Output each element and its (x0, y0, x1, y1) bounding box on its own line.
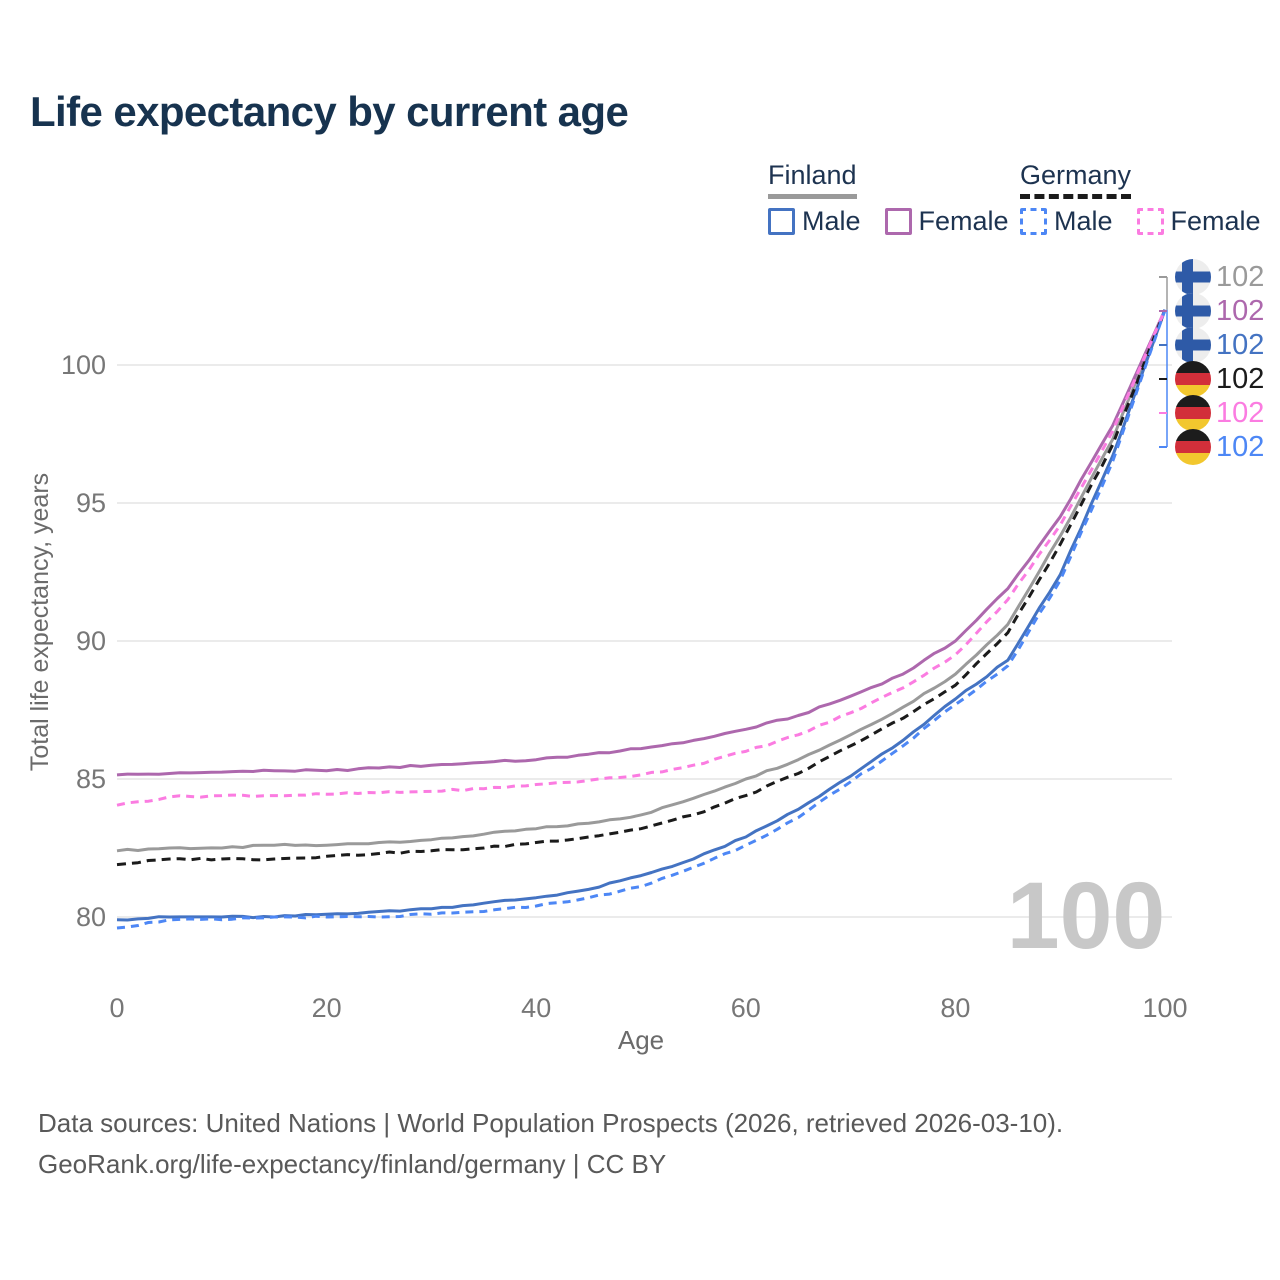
germany-female-swatch-icon (1136, 208, 1164, 235)
end-value-label: 102 (1216, 363, 1264, 395)
flag-band-black (1175, 361, 1211, 373)
germany-male-swatch-icon (1020, 208, 1047, 235)
finland-flag-cross (1175, 293, 1211, 329)
flag-band-black (1175, 429, 1211, 441)
end-label-germany-male: 102 (1175, 429, 1264, 465)
legend-label: Male (802, 206, 861, 236)
legend-item-germany-female[interactable]: Female (1136, 206, 1261, 237)
germany-flag-icon (1175, 429, 1211, 465)
series-line-germany-male[interactable] (116, 309, 1167, 930)
series-line-germany-all[interactable] (116, 309, 1167, 867)
series-line-germany-female[interactable] (116, 309, 1167, 807)
legend-label: Male (1054, 206, 1113, 236)
end-value-label: 102 (1216, 295, 1264, 327)
end-label-germany-female: 102 (1175, 395, 1264, 431)
y-tick-label: 100 (61, 350, 106, 380)
flag-cross-v (1182, 259, 1193, 295)
legend-group-finland: Finland Male Female (768, 160, 1009, 237)
end-label-germany-all: 102 (1175, 361, 1264, 397)
end-label-finland-male: 102 (1175, 327, 1264, 363)
finland-flag-cross (1175, 259, 1211, 295)
flag-band-black (1175, 395, 1211, 407)
finland-female-swatch-icon (884, 208, 912, 235)
flag-cross-v (1182, 327, 1193, 363)
y-tick-label: 95 (76, 488, 106, 518)
legend-title-germany[interactable]: Germany (1020, 160, 1132, 199)
flag-band-red (1175, 373, 1211, 385)
germany-flag-icon (1175, 395, 1211, 431)
x-axis-title: Age (618, 1025, 664, 1055)
end-value-label: 102 (1216, 329, 1264, 361)
x-tick-label: 20 (312, 993, 342, 1023)
y-tick-label: 85 (76, 764, 106, 794)
flag-band-gold (1175, 385, 1211, 397)
finland-male-swatch-icon (768, 208, 795, 235)
flag-band-gold (1175, 453, 1211, 465)
x-tick-label: 100 (1142, 993, 1187, 1023)
finland-flag-cross (1175, 327, 1211, 363)
series-line-finland-female[interactable] (116, 309, 1167, 777)
flag-cross-v (1182, 293, 1193, 329)
page-title: Life expectancy by current age (30, 88, 629, 135)
x-tick-label: 80 (940, 993, 970, 1023)
data-source-line: Data sources: United Nations | World Pop… (38, 1108, 1064, 1138)
legend-item-finland-male[interactable]: Male (768, 206, 861, 237)
source-url-line: GeoRank.org/life-expectancy/finland/germ… (38, 1149, 667, 1179)
x-tick-label: 60 (731, 993, 761, 1023)
end-value-label: 102 (1216, 397, 1264, 429)
watermark-age-value: 100 (1007, 863, 1166, 969)
series-line-finland-all[interactable] (116, 309, 1167, 853)
legend-title-finland[interactable]: Finland (768, 160, 857, 199)
legend-item-germany-male[interactable]: Male (1020, 206, 1113, 237)
y-axis-title: Total life expectancy, years (26, 473, 54, 771)
end-value-label: 102 (1216, 431, 1264, 463)
y-tick-label: 80 (76, 902, 106, 932)
source-attribution: Data sources: United Nations | World Pop… (38, 1103, 1063, 1185)
flag-band-gold (1175, 419, 1211, 431)
legend-group-germany: Germany Male Female (1020, 160, 1261, 237)
y-tick-label: 90 (76, 626, 106, 656)
flag-band-red (1175, 441, 1211, 453)
legend-label: Female (918, 206, 1009, 236)
end-value-label: 102 (1216, 261, 1264, 293)
legend-label: Female (1170, 206, 1261, 236)
end-label-finland-all: 102 (1175, 259, 1264, 295)
x-tick-label: 40 (521, 993, 551, 1023)
end-label-finland-female: 102 (1175, 293, 1264, 329)
flag-band-red (1175, 407, 1211, 419)
germany-flag-icon (1175, 361, 1211, 397)
x-tick-label: 0 (109, 993, 124, 1023)
legend-item-finland-female[interactable]: Female (884, 206, 1009, 237)
